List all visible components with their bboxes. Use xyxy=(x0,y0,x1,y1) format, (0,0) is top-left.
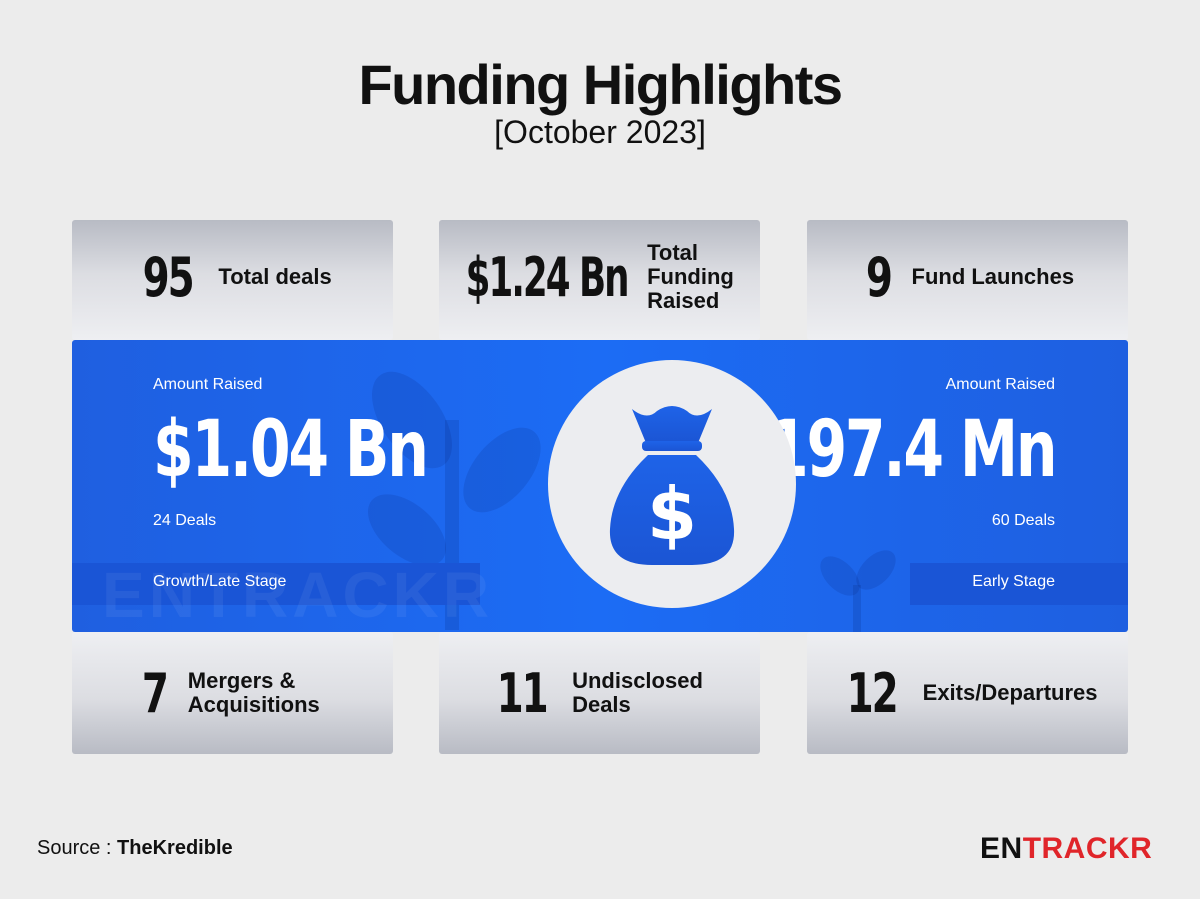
mergers-value: 7 xyxy=(142,661,169,725)
entrackr-logo: ENTRACKR xyxy=(980,832,1152,866)
fund-launches-value: 9 xyxy=(865,245,893,309)
early-stage-label: Early Stage xyxy=(972,573,1055,590)
money-bag-icon: $ xyxy=(609,406,735,565)
fund-launches-label: Fund Launches xyxy=(911,264,1075,289)
sprout-watermark-icon xyxy=(820,550,896,632)
total-deals-card: 95 Total deals xyxy=(72,220,393,340)
logo-part-en: EN xyxy=(980,832,1023,865)
undisclosed-card: 11 Undisclosed Deals xyxy=(439,632,760,754)
exits-value: 12 xyxy=(847,661,899,725)
undisclosed-label: Undisclosed Deals xyxy=(572,668,703,717)
mergers-card: 7 Mergers & Acquisitions xyxy=(72,632,393,754)
amount-raised-band: ENTRACKR Amount Raised $1.04 Bn 24 Deals… xyxy=(72,340,1128,632)
total-funding-card: $1.24 Bn Total Funding Raised xyxy=(439,220,760,340)
growth-stage-amount: $1.04 Bn xyxy=(153,405,429,495)
total-deals-label: Total deals xyxy=(218,264,332,289)
early-stage-caption: Amount Raised xyxy=(945,376,1055,393)
mergers-label: Mergers & Acquisitions xyxy=(187,668,320,717)
money-bag-badge: $ xyxy=(548,360,796,608)
page-title: Funding Highlights xyxy=(358,53,843,116)
svg-text:$: $ xyxy=(647,472,697,556)
growth-stage-strip xyxy=(72,563,480,605)
total-deals-value: 95 xyxy=(142,245,195,309)
total-funding-label: Total Funding Raised xyxy=(647,240,734,313)
growth-stage-label: Growth/Late Stage xyxy=(153,573,287,590)
fund-launches-card: 9 Fund Launches xyxy=(807,220,1128,340)
brand-watermark: ENTRACKR xyxy=(102,559,494,631)
source-name: TheKredible xyxy=(117,837,233,859)
page-subtitle: [October 2023] xyxy=(494,114,706,150)
growth-stage-amount-wrap: $1.04 Bn xyxy=(153,410,518,490)
source-credit: Source : TheKredible xyxy=(37,837,233,860)
growth-stage-deals: 24 Deals xyxy=(153,512,217,529)
early-stage-strip xyxy=(910,563,1128,605)
growth-stage-caption: Amount Raised xyxy=(153,376,263,393)
source-prefix: Source : xyxy=(37,837,118,859)
total-funding-value: $1.24 Bn xyxy=(465,245,630,309)
logo-part-trackr: TRACKR xyxy=(1022,832,1153,865)
exits-card: 12 Exits/Departures xyxy=(807,632,1128,754)
early-stage-deals: 60 Deals xyxy=(991,512,1055,529)
plant-watermark-icon xyxy=(367,371,541,630)
undisclosed-value: 11 xyxy=(496,661,549,725)
exits-label: Exits/Departures xyxy=(922,680,1098,705)
